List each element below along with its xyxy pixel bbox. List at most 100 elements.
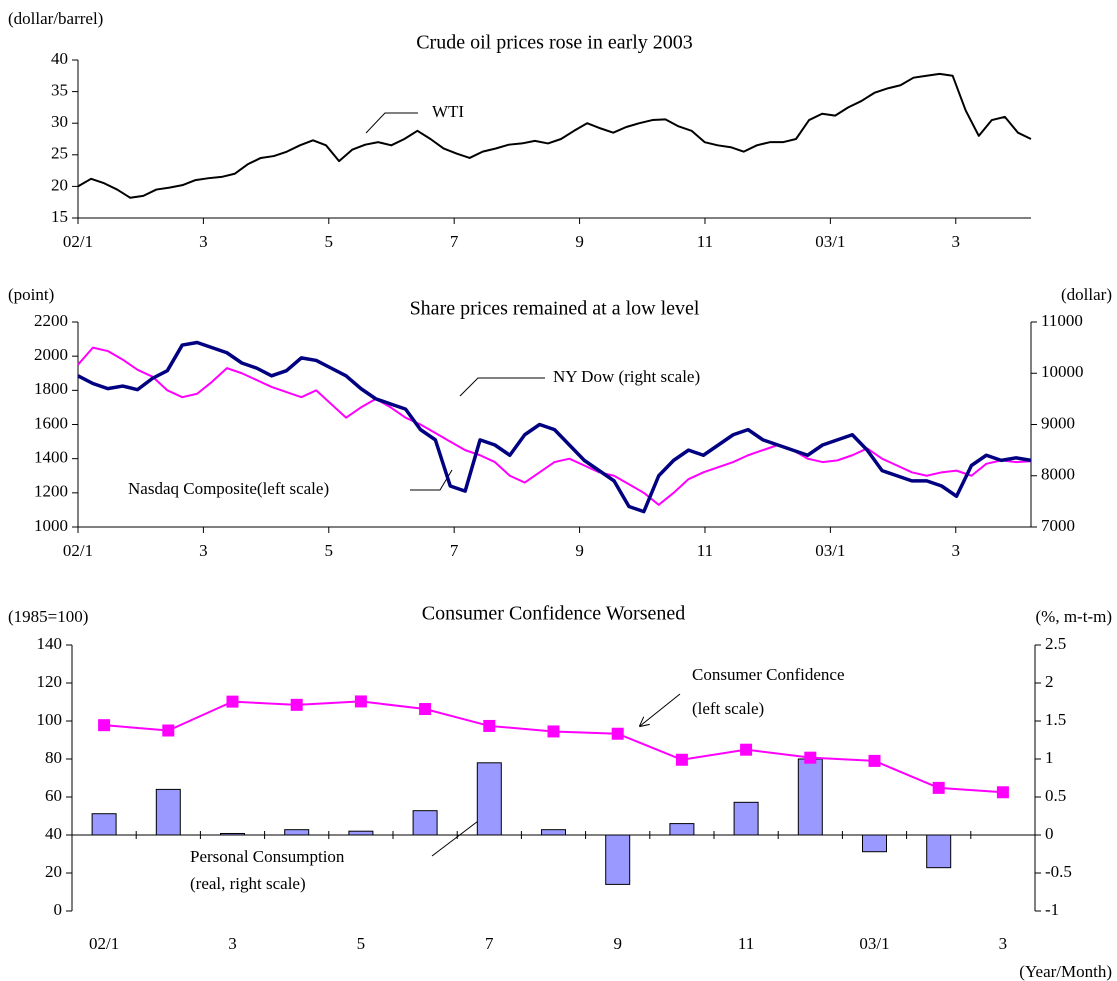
x-tick-label: 11 — [738, 934, 754, 953]
line-series — [77, 340, 1032, 514]
bar — [284, 829, 310, 836]
x-tick-label: 9 — [575, 541, 584, 560]
bar — [348, 830, 374, 836]
bar — [220, 832, 245, 836]
x-tick-label: 5 — [357, 934, 366, 953]
chart-title: Crude oil prices rose in early 2003 — [416, 32, 693, 54]
y-tick-label: 1200 — [34, 482, 68, 501]
y-tick-label: 40 — [51, 49, 68, 68]
marker — [354, 695, 367, 708]
x-tick-label: 03/1 — [815, 232, 845, 251]
annotation: Nasdaq Composite(left scale) — [128, 479, 329, 498]
x-tick-label: 03/1 — [859, 934, 889, 953]
bar — [605, 834, 631, 885]
x-tick-label: 5 — [325, 232, 334, 251]
x-tick-label: 3 — [999, 934, 1008, 953]
y2-axis-label: (dollar) — [1061, 285, 1112, 304]
x-tick-label: 5 — [325, 541, 334, 560]
y-tick-label: 2200 — [34, 311, 68, 330]
line-series — [104, 700, 1003, 794]
leader-line — [365, 112, 418, 134]
annotation: NY Dow (right scale) — [553, 367, 700, 386]
y2-tick-label: 7000 — [1041, 516, 1075, 535]
y-tick-label: 1800 — [34, 379, 68, 398]
y2-tick-label: 0.5 — [1045, 786, 1066, 805]
y-tick-label: 60 — [45, 786, 62, 805]
line-series — [77, 346, 1032, 506]
x-axis-label: (Year/Month) — [1019, 962, 1112, 981]
y2-tick-label: -0.5 — [1045, 862, 1072, 881]
x-tick-label: 3 — [199, 541, 208, 560]
bar — [155, 788, 181, 836]
x-tick-label: 7 — [450, 541, 459, 560]
marker — [804, 751, 817, 764]
y2-tick-label: -1 — [1045, 900, 1059, 919]
x-tick-label: 02/1 — [63, 541, 93, 560]
y-tick-label: 0 — [54, 900, 63, 919]
y2-tick-label: 11000 — [1041, 311, 1083, 330]
y-tick-label: 40 — [45, 824, 62, 843]
marker — [226, 695, 239, 708]
bar — [797, 758, 823, 836]
y2-tick-label: 8000 — [1041, 465, 1075, 484]
y-tick-label: 1400 — [34, 448, 68, 467]
x-tick-label: 9 — [575, 232, 584, 251]
arrow — [640, 693, 681, 726]
marker — [547, 725, 560, 738]
bar — [476, 762, 502, 836]
marker — [483, 719, 496, 732]
y-tick-label: 2000 — [34, 345, 68, 364]
y2-tick-label: 1.5 — [1045, 710, 1066, 729]
x-tick-label: 3 — [952, 541, 961, 560]
marker — [675, 753, 688, 766]
bar — [733, 801, 759, 836]
marker — [932, 781, 945, 794]
bar — [669, 823, 695, 836]
marker — [290, 698, 303, 711]
y-tick-label: 80 — [45, 748, 62, 767]
x-tick-label: 03/1 — [815, 541, 845, 560]
bar — [412, 810, 438, 836]
chart-title: Consumer Confidence Worsened — [422, 603, 686, 625]
x-tick-label: 3 — [952, 232, 961, 251]
annotation: (left scale) — [692, 699, 764, 718]
y-tick-label: 15 — [51, 207, 68, 226]
marker — [740, 743, 753, 756]
bar — [862, 834, 887, 853]
y-tick-label: 1600 — [34, 413, 68, 432]
chart-title: Share prices remained at a low level — [410, 298, 700, 320]
y-tick-label: 20 — [45, 862, 62, 881]
y2-tick-label: 10000 — [1041, 362, 1084, 381]
marker — [419, 703, 432, 716]
marker — [996, 786, 1009, 799]
y-tick-label: 100 — [37, 710, 63, 729]
line-series — [77, 72, 1032, 199]
marker — [611, 727, 624, 740]
y2-axis-label: (%, m-t-m) — [1036, 607, 1112, 626]
annotation: Consumer Confidence — [692, 665, 845, 684]
marker — [868, 754, 881, 767]
marker — [98, 719, 111, 732]
y-tick-label: 140 — [37, 634, 63, 653]
y2-tick-label: 2.5 — [1045, 634, 1066, 653]
y-tick-label: 120 — [37, 672, 63, 691]
x-tick-label: 11 — [697, 541, 713, 560]
y-tick-label: 35 — [51, 81, 68, 100]
x-tick-label: 11 — [697, 232, 713, 251]
annotation: Personal Consumption — [190, 847, 345, 866]
x-tick-label: 9 — [613, 934, 622, 953]
y2-tick-label: 0 — [1045, 824, 1054, 843]
x-tick-label: 7 — [450, 232, 459, 251]
x-tick-label: 02/1 — [89, 934, 119, 953]
y2-tick-label: 1 — [1045, 748, 1054, 767]
bar — [541, 829, 566, 836]
bar — [926, 834, 952, 869]
y2-tick-label: 2 — [1045, 672, 1054, 691]
x-tick-label: 3 — [199, 232, 208, 251]
x-tick-label: 02/1 — [63, 232, 93, 251]
marker — [162, 724, 175, 737]
bar — [91, 813, 117, 836]
y-axis-label: (dollar/barrel) — [8, 9, 103, 28]
annotation: (real, right scale) — [190, 874, 306, 893]
